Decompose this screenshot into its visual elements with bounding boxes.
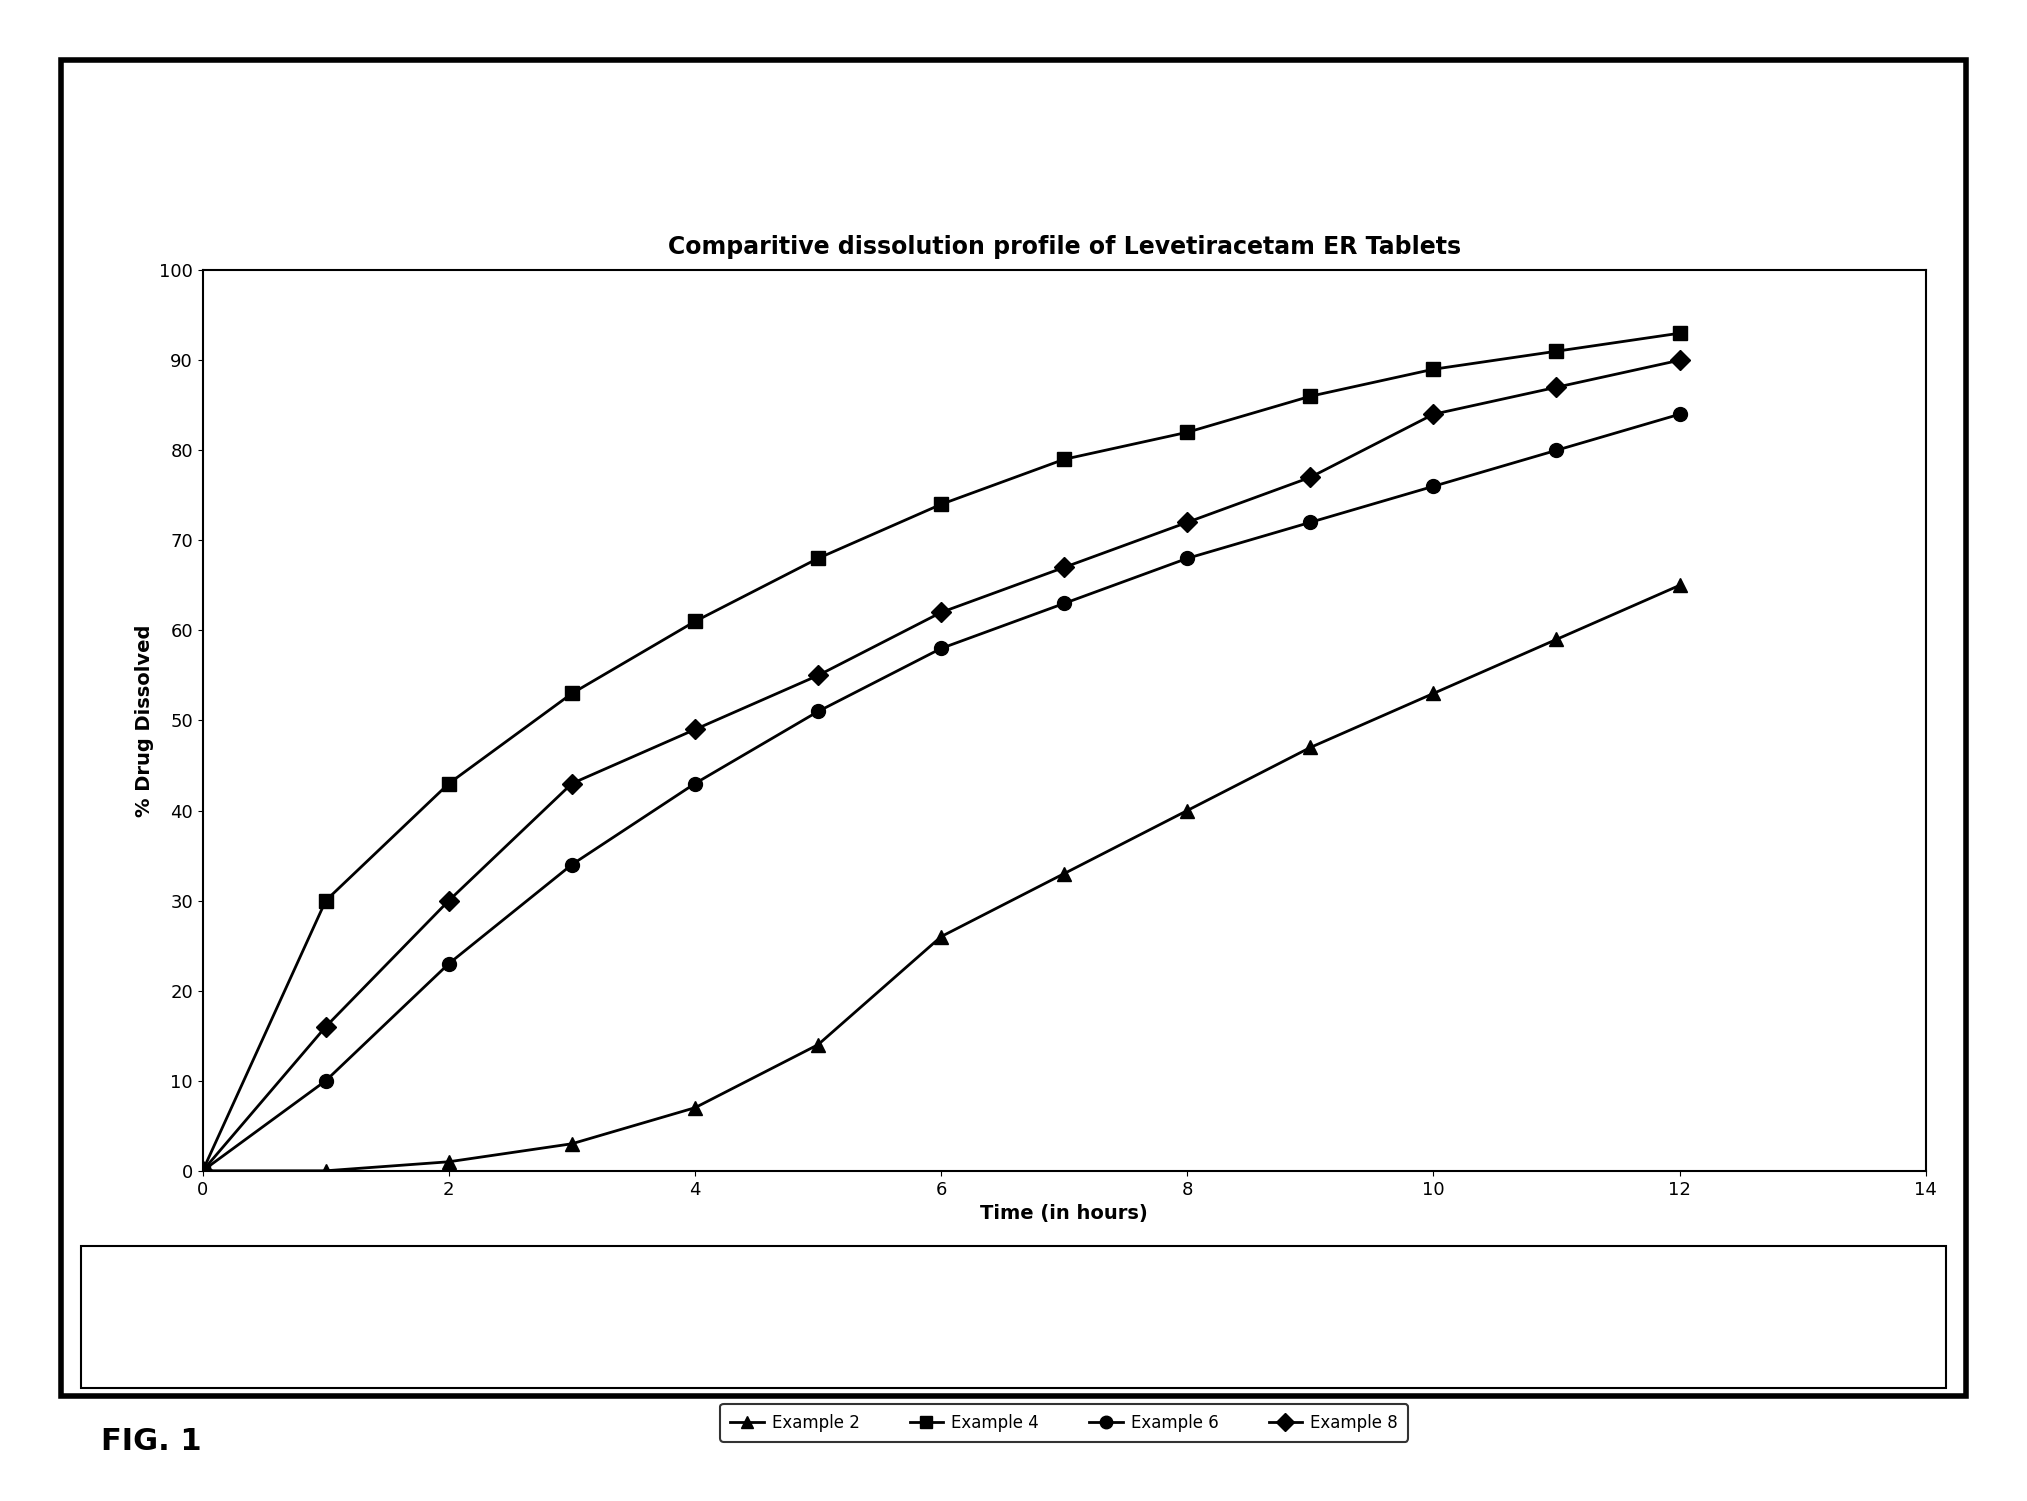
Example 8 bbox=[807, 666, 831, 684]
Example 6 bbox=[1297, 513, 1322, 531]
Example 2 bbox=[1545, 630, 1569, 648]
Y-axis label: % Drug Dissolved: % Drug Dissolved bbox=[134, 624, 154, 817]
Example 8 bbox=[191, 1162, 215, 1180]
Example 2 bbox=[1176, 802, 1200, 820]
Example 4 bbox=[683, 612, 707, 630]
Line: Example 6: Example 6 bbox=[197, 407, 1686, 1178]
Example 6 bbox=[314, 1072, 339, 1090]
Example 8 bbox=[683, 720, 707, 738]
Example 8 bbox=[1297, 468, 1322, 486]
Example 2 bbox=[1421, 684, 1445, 702]
Example 8 bbox=[1668, 351, 1693, 369]
Example 4 bbox=[559, 684, 584, 702]
Example 8 bbox=[1545, 378, 1569, 396]
Example 4 bbox=[1052, 450, 1076, 468]
Line: Example 8: Example 8 bbox=[197, 353, 1686, 1178]
Example 2 bbox=[436, 1153, 460, 1171]
Text: FIG. 1: FIG. 1 bbox=[101, 1427, 203, 1456]
Example 2 bbox=[1052, 865, 1076, 883]
Example 4 bbox=[1421, 360, 1445, 378]
Example 6 bbox=[559, 856, 584, 874]
Example 8 bbox=[314, 1018, 339, 1036]
Example 4 bbox=[928, 495, 953, 513]
Example 6 bbox=[1176, 549, 1200, 567]
Example 4 bbox=[436, 775, 460, 793]
Example 8 bbox=[1421, 405, 1445, 423]
X-axis label: Time (in hours): Time (in hours) bbox=[981, 1204, 1147, 1223]
Example 4 bbox=[1545, 342, 1569, 360]
Example 8 bbox=[1052, 558, 1076, 576]
Line: Example 2: Example 2 bbox=[197, 578, 1686, 1178]
Example 8 bbox=[559, 775, 584, 793]
Example 6 bbox=[1668, 405, 1693, 423]
Example 6 bbox=[683, 775, 707, 793]
Example 6 bbox=[436, 955, 460, 973]
Example 4 bbox=[191, 1162, 215, 1180]
Example 2 bbox=[191, 1162, 215, 1180]
Example 4 bbox=[1176, 423, 1200, 441]
Example 6 bbox=[1421, 477, 1445, 495]
Example 4 bbox=[1668, 324, 1693, 342]
Example 2 bbox=[928, 928, 953, 946]
Example 2 bbox=[314, 1162, 339, 1180]
Example 2 bbox=[1668, 576, 1693, 594]
Example 6 bbox=[807, 702, 831, 720]
Example 8 bbox=[436, 892, 460, 910]
Example 4 bbox=[807, 549, 831, 567]
Example 4 bbox=[314, 892, 339, 910]
Example 2 bbox=[559, 1135, 584, 1153]
Example 6 bbox=[1545, 441, 1569, 459]
Example 2 bbox=[683, 1099, 707, 1117]
Title: Comparitive dissolution profile of Levetiracetam ER Tablets: Comparitive dissolution profile of Levet… bbox=[667, 234, 1461, 258]
Legend: Example 2, Example 4, Example 6, Example 8: Example 2, Example 4, Example 6, Example… bbox=[720, 1403, 1409, 1441]
Example 8 bbox=[1176, 513, 1200, 531]
Example 2 bbox=[807, 1036, 831, 1054]
Example 6 bbox=[928, 639, 953, 657]
Example 2 bbox=[1297, 738, 1322, 757]
Line: Example 4: Example 4 bbox=[197, 326, 1686, 1178]
Example 4 bbox=[1297, 387, 1322, 405]
Example 6 bbox=[191, 1162, 215, 1180]
Example 8 bbox=[928, 603, 953, 621]
Example 6 bbox=[1052, 594, 1076, 612]
